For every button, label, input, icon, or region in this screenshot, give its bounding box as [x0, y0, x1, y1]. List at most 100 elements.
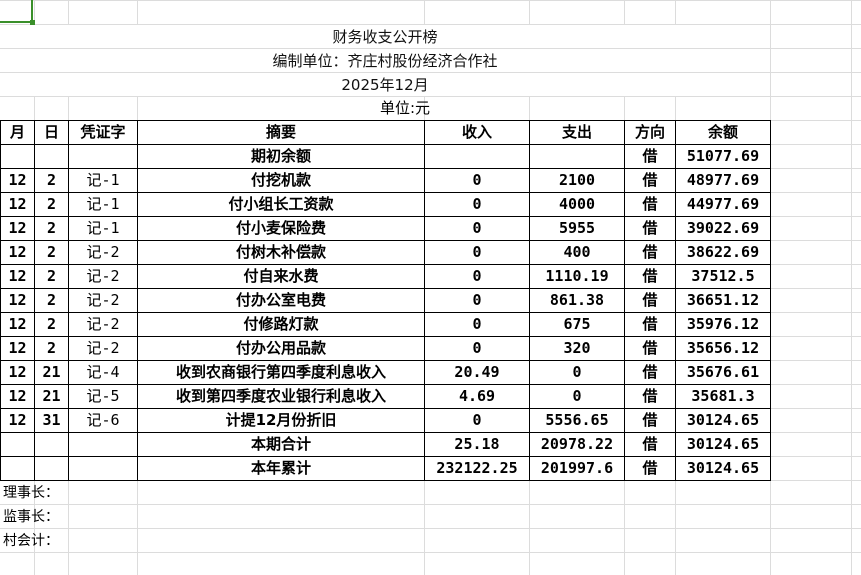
table-cell[interactable]	[68, 144, 138, 169]
table-cell[interactable]: 记-4	[68, 360, 138, 385]
column-header[interactable]: 余额	[675, 120, 771, 145]
table-cell[interactable]: 320	[529, 336, 625, 361]
table-cell[interactable]: 12	[0, 216, 35, 241]
table-cell[interactable]: 期初余额	[137, 144, 425, 169]
table-cell[interactable]: 借	[624, 144, 676, 169]
table-cell[interactable]: 37512.5	[675, 264, 771, 289]
table-cell[interactable]: 12	[0, 312, 35, 337]
table-cell[interactable]: 35976.12	[675, 312, 771, 337]
table-cell[interactable]: 12	[0, 288, 35, 313]
table-cell[interactable]: 借	[624, 456, 676, 481]
table-cell[interactable]: 借	[624, 288, 676, 313]
column-header[interactable]: 方向	[624, 120, 676, 145]
table-cell[interactable]: 记-5	[68, 384, 138, 409]
table-cell[interactable]: 记-1	[68, 216, 138, 241]
table-cell[interactable]: 12	[0, 264, 35, 289]
table-cell[interactable]: 借	[624, 168, 676, 193]
table-cell[interactable]: 5556.65	[529, 408, 625, 433]
signature-label[interactable]: 村会计：	[3, 533, 59, 549]
table-cell[interactable]: 12	[0, 384, 35, 409]
table-cell[interactable]: 0	[424, 408, 530, 433]
table-cell[interactable]: 30124.65	[675, 432, 771, 457]
table-cell[interactable]: 借	[624, 312, 676, 337]
table-cell[interactable]: 0	[529, 384, 625, 409]
table-cell[interactable]: 400	[529, 240, 625, 265]
table-cell[interactable]: 付小麦保险费	[137, 216, 425, 241]
table-cell[interactable]	[0, 144, 35, 169]
table-cell[interactable]: 借	[624, 408, 676, 433]
table-cell[interactable]: 借	[624, 360, 676, 385]
table-cell[interactable]: 0	[424, 264, 530, 289]
table-cell[interactable]: 30124.65	[675, 408, 771, 433]
table-cell[interactable]: 861.38	[529, 288, 625, 313]
table-cell[interactable]: 36651.12	[675, 288, 771, 313]
table-cell[interactable]: 收到农商银行第四季度利息收入	[137, 360, 425, 385]
table-cell[interactable]	[0, 456, 35, 481]
table-cell[interactable]	[0, 432, 35, 457]
table-cell[interactable]: 12	[0, 360, 35, 385]
table-cell[interactable]: 借	[624, 432, 676, 457]
period[interactable]: 2025年12月	[0, 73, 770, 96]
table-cell[interactable]: 付办公室电费	[137, 288, 425, 313]
table-cell[interactable]: 借	[624, 240, 676, 265]
table-cell[interactable]: 借	[624, 264, 676, 289]
table-cell[interactable]	[34, 432, 69, 457]
table-cell[interactable]: 0	[424, 288, 530, 313]
table-cell[interactable]: 借	[624, 192, 676, 217]
column-header[interactable]: 支出	[529, 120, 625, 145]
table-cell[interactable]: 35681.3	[675, 384, 771, 409]
unit-label[interactable]: 单位:元	[379, 99, 431, 117]
table-cell[interactable]: 付自来水费	[137, 264, 425, 289]
table-cell[interactable]: 付树木补偿款	[137, 240, 425, 265]
table-cell[interactable]: 2	[34, 336, 69, 361]
table-cell[interactable]: 1110.19	[529, 264, 625, 289]
table-cell[interactable]: 35656.12	[675, 336, 771, 361]
table-cell[interactable]: 39022.69	[675, 216, 771, 241]
table-cell[interactable]	[68, 432, 138, 457]
table-cell[interactable]: 2	[34, 264, 69, 289]
table-cell[interactable]: 0	[424, 312, 530, 337]
column-header[interactable]: 日	[34, 120, 69, 145]
table-cell[interactable]: 0	[424, 216, 530, 241]
table-cell[interactable]: 12	[0, 168, 35, 193]
table-cell[interactable]	[529, 144, 625, 169]
signature-label[interactable]: 理事长：	[3, 485, 59, 501]
table-cell[interactable]: 收到第四季度农业银行利息收入	[137, 384, 425, 409]
table-cell[interactable]: 20978.22	[529, 432, 625, 457]
table-cell[interactable]: 21	[34, 384, 69, 409]
table-cell[interactable]: 38622.69	[675, 240, 771, 265]
table-cell[interactable]: 记-1	[68, 192, 138, 217]
table-cell[interactable]: 付修路灯款	[137, 312, 425, 337]
table-cell[interactable]: 0	[424, 240, 530, 265]
table-cell[interactable]	[68, 456, 138, 481]
table-cell[interactable]: 12	[0, 336, 35, 361]
table-cell[interactable]: 4.69	[424, 384, 530, 409]
table-cell[interactable]: 借	[624, 216, 676, 241]
table-cell[interactable]: 201997.6	[529, 456, 625, 481]
table-cell[interactable]: 51077.69	[675, 144, 771, 169]
table-cell[interactable]: 记-2	[68, 336, 138, 361]
table-cell[interactable]: 记-2	[68, 264, 138, 289]
column-header[interactable]: 月	[0, 120, 35, 145]
table-cell[interactable]: 本期合计	[137, 432, 425, 457]
table-cell[interactable]: 21	[34, 360, 69, 385]
table-cell[interactable]: 2100	[529, 168, 625, 193]
table-cell[interactable]: 2	[34, 192, 69, 217]
table-cell[interactable]: 20.49	[424, 360, 530, 385]
table-cell[interactable]: 借	[624, 336, 676, 361]
table-cell[interactable]: 付办公用品款	[137, 336, 425, 361]
table-cell[interactable]: 4000	[529, 192, 625, 217]
table-cell[interactable]: 0	[424, 336, 530, 361]
table-cell[interactable]: 232122.25	[424, 456, 530, 481]
table-cell[interactable]: 付挖机款	[137, 168, 425, 193]
table-cell[interactable]: 记-2	[68, 312, 138, 337]
table-cell[interactable]: 计提12月份折旧	[137, 408, 425, 433]
org-name[interactable]: 编制单位：齐庄村股份经济合作社	[0, 49, 770, 72]
table-cell[interactable]: 2	[34, 216, 69, 241]
table-cell[interactable]: 0	[424, 168, 530, 193]
signature-label[interactable]: 监事长：	[3, 509, 59, 525]
table-cell[interactable]: 12	[0, 408, 35, 433]
sheet-title[interactable]: 财务收支公开榜	[0, 25, 770, 48]
table-cell[interactable]: 5955	[529, 216, 625, 241]
table-cell[interactable]: 35676.61	[675, 360, 771, 385]
